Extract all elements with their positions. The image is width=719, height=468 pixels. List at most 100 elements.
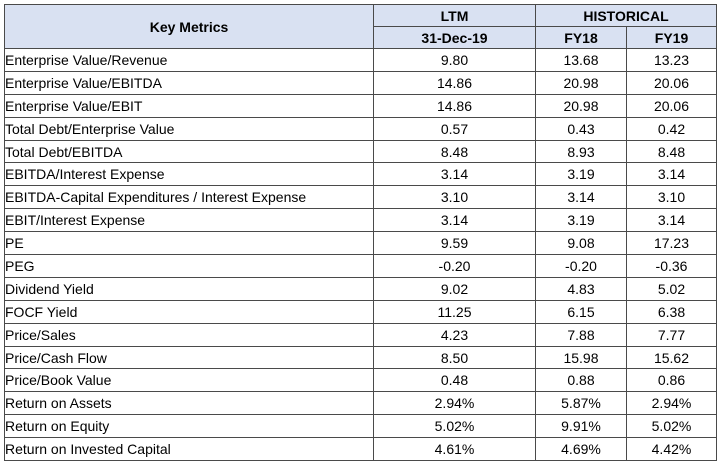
fy19-value-cell: 5.02% [626, 414, 717, 439]
fy18-value-cell: 13.68 [535, 48, 627, 72]
fy19-value-cell: 13.23 [626, 48, 717, 72]
fy18-value-cell: 5.87% [535, 391, 627, 416]
header-row-top: Key Metrics LTM HISTORICAL [4, 4, 717, 49]
ltm-value-cell: -0.20 [373, 254, 536, 278]
fy19-value-cell: 15.62 [626, 345, 717, 370]
ltm-value-cell: 2.94% [373, 391, 536, 416]
fy18-value-cell: 3.19 [535, 162, 627, 187]
key-metrics-table: Key Metrics LTM HISTORICAL 31-Dec-19 FY1… [4, 4, 717, 462]
metric-label-cell: Return on Invested Capital [4, 437, 374, 462]
fy19-value-cell: 0.86 [626, 368, 717, 393]
table-row: Total Debt/EBITDA 8.48 8.93 8.48 [4, 139, 717, 164]
ltm-header: LTM [373, 4, 536, 27]
table-row: Price/Cash Flow 8.50 15.98 15.62 [4, 345, 717, 370]
fy18-value-cell: 20.98 [535, 93, 627, 118]
metric-label-cell: PE [4, 231, 374, 256]
table-row: Price/Book Value 0.48 0.88 0.86 [4, 368, 717, 393]
fy19-value-cell: 20.06 [626, 93, 717, 118]
table-row: PEG -0.20 -0.20 -0.36 [4, 254, 717, 278]
fy18-value-cell: 0.88 [535, 368, 627, 393]
fy18-value-cell: 3.14 [535, 185, 627, 210]
fy18-value-cell: 3.19 [535, 208, 627, 233]
fy19-value-cell: 6.38 [626, 299, 717, 324]
metric-label-cell: Enterprise Value/Revenue [4, 48, 374, 72]
table-row: Enterprise Value/Revenue 9.80 13.68 13.23 [4, 48, 717, 72]
fy19-value-cell: 4.42% [626, 437, 717, 462]
ltm-value-cell: 14.86 [373, 70, 536, 95]
fy19-value-cell: -0.36 [626, 254, 717, 278]
ltm-value-cell: 4.23 [373, 322, 536, 347]
ltm-value-cell: 11.25 [373, 299, 536, 324]
metric-label-cell: Price/Book Value [4, 368, 374, 393]
fy18-value-cell: 20.98 [535, 70, 627, 95]
metric-label-cell: Price/Cash Flow [4, 345, 374, 370]
metric-label-cell: EBITDA-Capital Expenditures / Interest E… [4, 185, 374, 210]
table-row: EBIT/Interest Expense 3.14 3.19 3.14 [4, 208, 717, 233]
fy18-value-cell: 0.43 [535, 116, 627, 141]
fy19-value-cell: 7.77 [626, 322, 717, 347]
metric-label-cell: Enterprise Value/EBITDA [4, 70, 374, 95]
fy18-value-cell: -0.20 [535, 254, 627, 278]
fy18-value-cell: 4.83 [535, 276, 627, 301]
ltm-date-header: 31-Dec-19 [373, 26, 536, 49]
table-row: Dividend Yield 9.02 4.83 5.02 [4, 276, 717, 301]
metric-label-cell: Total Debt/EBITDA [4, 139, 374, 164]
ltm-value-cell: 3.14 [373, 162, 536, 187]
key-metrics-header: Key Metrics [4, 4, 374, 49]
table-row: Price/Sales 4.23 7.88 7.77 [4, 322, 717, 347]
ltm-value-cell: 0.57 [373, 116, 536, 141]
metric-label-cell: Total Debt/Enterprise Value [4, 116, 374, 141]
fy19-value-cell: 3.14 [626, 162, 717, 187]
table-row: Return on Assets 2.94% 5.87% 2.94% [4, 391, 717, 416]
table-body: Enterprise Value/Revenue 9.80 13.68 13.23 En… [4, 48, 717, 462]
table-row: EBITDA/Interest Expense 3.14 3.19 3.14 [4, 162, 717, 187]
fy19-value-cell: 0.42 [626, 116, 717, 141]
fy18-header: FY18 [535, 26, 627, 49]
fy19-value-cell: 3.14 [626, 208, 717, 233]
table-row: PE 9.59 9.08 17.23 [4, 231, 717, 256]
metric-label-cell: EBIT/Interest Expense [4, 208, 374, 233]
fy19-value-cell: 3.10 [626, 185, 717, 210]
fy19-value-cell: 17.23 [626, 231, 717, 256]
fy18-value-cell: 6.15 [535, 299, 627, 324]
fy18-value-cell: 8.93 [535, 139, 627, 164]
table-row: Enterprise Value/EBITDA 14.86 20.98 20.06 [4, 70, 717, 95]
table-row: Return on Equity 5.02% 9.91% 5.02% [4, 414, 717, 439]
ltm-value-cell: 8.48 [373, 139, 536, 164]
metric-label-cell: Return on Assets [4, 391, 374, 416]
fy18-value-cell: 4.69% [535, 437, 627, 462]
ltm-value-cell: 3.14 [373, 208, 536, 233]
ltm-value-cell: 4.61% [373, 437, 536, 462]
historical-header: HISTORICAL [535, 4, 717, 27]
table-row: Return on Invested Capital 4.61% 4.69% 4.42… [4, 437, 717, 462]
ltm-value-cell: 9.59 [373, 231, 536, 256]
metric-label-cell: FOCF Yield [4, 299, 374, 324]
fy18-value-cell: 15.98 [535, 345, 627, 370]
ltm-value-cell: 0.48 [373, 368, 536, 393]
fy19-value-cell: 2.94% [626, 391, 717, 416]
metric-label-cell: EBITDA/Interest Expense [4, 162, 374, 187]
fy19-value-cell: 8.48 [626, 139, 717, 164]
ltm-value-cell: 5.02% [373, 414, 536, 439]
ltm-value-cell: 8.50 [373, 345, 536, 370]
fy18-value-cell: 9.91% [535, 414, 627, 439]
fy19-value-cell: 20.06 [626, 70, 717, 95]
header-row-bottom: 31-Dec-19 FY18 FY19 [5, 26, 717, 49]
metric-label-cell: Return on Equity [4, 414, 374, 439]
fy19-value-cell: 5.02 [626, 276, 717, 301]
table-row: Enterprise Value/EBIT 14.86 20.98 20.06 [4, 93, 717, 118]
table-header: Key Metrics LTM HISTORICAL 31-Dec-19 FY1… [4, 4, 717, 49]
metric-label-cell: PEG [4, 254, 374, 278]
table-row: Total Debt/Enterprise Value 0.57 0.43 0.42 [4, 116, 717, 141]
table-row: FOCF Yield 11.25 6.15 6.38 [4, 299, 717, 324]
ltm-value-cell: 14.86 [373, 93, 536, 118]
ltm-value-cell: 9.80 [373, 48, 536, 72]
table-row: EBITDA-Capital Expenditures / Interest E… [4, 185, 717, 210]
metric-label-cell: Enterprise Value/EBIT [4, 93, 374, 118]
fy19-header: FY19 [626, 26, 717, 49]
fy18-value-cell: 9.08 [535, 231, 627, 256]
ltm-value-cell: 3.10 [373, 185, 536, 210]
ltm-value-cell: 9.02 [373, 276, 536, 301]
fy18-value-cell: 7.88 [535, 322, 627, 347]
metric-label-cell: Dividend Yield [4, 276, 374, 301]
